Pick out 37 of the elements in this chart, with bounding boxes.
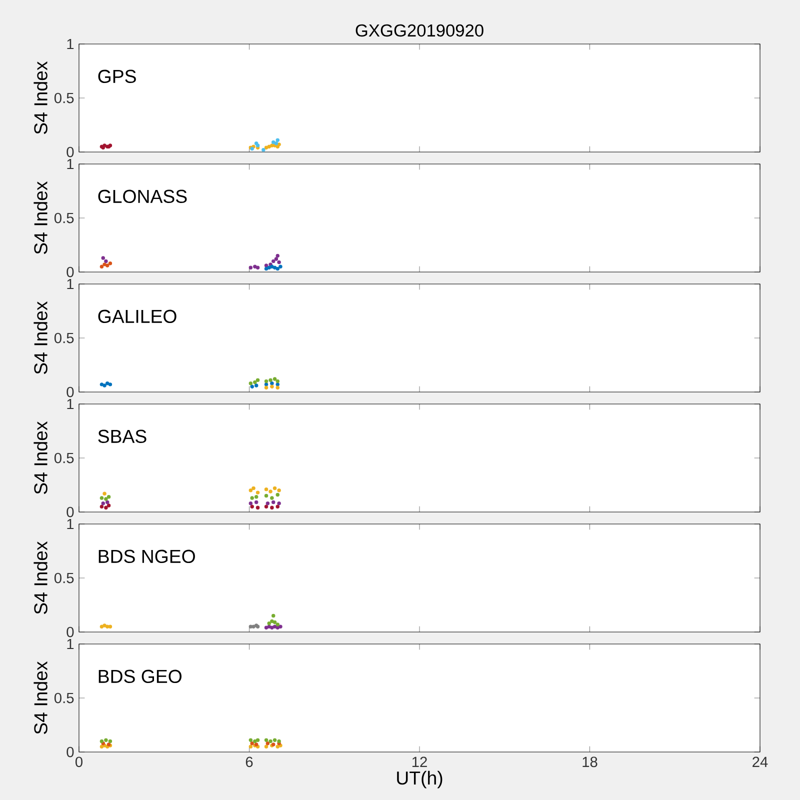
x-axis-title: UT(h) <box>397 770 442 788</box>
y-axis-title: S4 Index <box>34 301 48 374</box>
x-tick-label: 12 <box>412 756 427 767</box>
y-tick-label: 1 <box>67 398 74 410</box>
y-tick-label: 0.5 <box>54 332 74 344</box>
y-tick-label: 0 <box>66 146 74 158</box>
y-tick-label: 0 <box>66 506 74 518</box>
y-tick-label: 0 <box>66 626 74 638</box>
y-tick-label: 1 <box>67 518 74 530</box>
annotation: GALILEO <box>98 310 176 324</box>
y-tick-label: 0.5 <box>54 452 74 464</box>
y-tick-label: 0 <box>66 266 74 278</box>
annotation: BDS NGEO <box>98 550 195 564</box>
y-axis-title: S4 Index <box>34 61 48 134</box>
annotation: BDS GEO <box>98 670 182 684</box>
x-tick-label: 18 <box>582 756 598 768</box>
x-tick-label: 24 <box>752 756 768 767</box>
y-tick-label: 1 <box>67 158 74 170</box>
y-tick-label: 0.5 <box>54 692 74 704</box>
y-tick-label: 0.5 <box>54 212 74 224</box>
y-tick-label: 0 <box>66 746 74 758</box>
y-axis-title: S4 Index <box>34 181 48 254</box>
y-axis-title: S4 Index <box>34 421 48 494</box>
y-axis-title: S4 Index <box>34 661 48 734</box>
x-tick-label: 6 <box>246 756 253 768</box>
x-tick-label: 0 <box>75 756 82 768</box>
y-tick-label: 1 <box>67 38 74 50</box>
y-tick-label: 0.5 <box>54 572 74 584</box>
y-tick-label: 0 <box>66 386 74 398</box>
y-tick-label: 0.5 <box>54 92 74 104</box>
annotation: GLONASS <box>98 190 187 204</box>
y-axis-title: S4 Index <box>34 541 48 614</box>
y-tick-label: 1 <box>67 638 74 650</box>
annotation: GPS <box>98 70 136 84</box>
y-tick-label: 1 <box>67 278 74 290</box>
chart-title: GXGG20190920 <box>356 24 484 37</box>
annotation: SBAS <box>98 430 146 444</box>
